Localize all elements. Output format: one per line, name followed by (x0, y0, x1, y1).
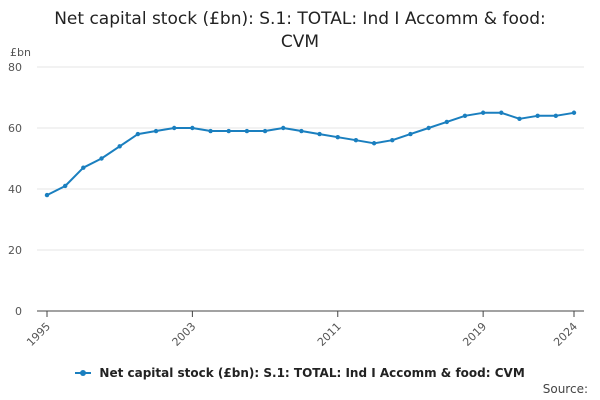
x-tick-label-2011: 2011 (315, 320, 344, 349)
data-point-2010 (317, 131, 322, 137)
data-point-2012 (353, 138, 359, 143)
chart-title-line-2: CVM (280, 32, 320, 52)
data-point-1997 (81, 165, 86, 170)
data-point-2022 (535, 113, 540, 119)
y-tick-label-0: 0 (15, 305, 22, 318)
x-tick-label-2003: 2003 (170, 320, 199, 349)
data-point-2016 (426, 125, 431, 131)
data-point-2020 (499, 110, 504, 115)
data-point-1999 (117, 144, 122, 149)
data-point-2021 (517, 116, 522, 122)
x-tick-label-2019: 2019 (460, 320, 489, 349)
data-point-2023 (553, 113, 559, 119)
y-tick-label-80: 80 (8, 61, 22, 74)
x-tick-label-2024: 2024 (551, 320, 580, 349)
data-point-2004 (208, 128, 213, 134)
data-point-2007 (262, 128, 268, 134)
data-point-2014 (390, 138, 395, 143)
data-point-2000 (135, 131, 141, 137)
data-point-2005 (226, 128, 231, 134)
data-point-1996 (62, 183, 68, 189)
legend[interactable]: Net capital stock (£bn): S.1: TOTAL: Ind… (0, 366, 600, 380)
data-point-2006 (244, 128, 250, 134)
data-point-2024 (571, 110, 577, 115)
chart-title-line-1: Net capital stock (£bn): S.1: TOTAL: Ind… (54, 9, 546, 29)
y-tick-label-60: 60 (8, 122, 22, 135)
data-point-2015 (408, 131, 413, 137)
data-point-2008 (281, 125, 286, 131)
y-tick-label-40: 40 (8, 183, 22, 196)
y-axis-label: £bn (10, 46, 31, 59)
data-point-2011 (335, 134, 340, 140)
data-point-2019 (480, 110, 486, 115)
data-point-2003 (190, 125, 195, 131)
data-point-2001 (153, 128, 159, 134)
legend-series-label: Net capital stock (£bn): S.1: TOTAL: Ind… (99, 366, 525, 380)
source-link[interactable]: Source: (542, 382, 588, 396)
data-point-2009 (299, 128, 304, 134)
data-point-2002 (172, 125, 177, 131)
data-point-2018 (462, 113, 468, 119)
y-tick-label-20: 20 (8, 244, 22, 257)
data-point-1995 (44, 192, 50, 198)
data-point-1998 (99, 156, 104, 161)
data-point-2013 (371, 141, 377, 146)
x-tick-label-1995: 1995 (24, 320, 53, 349)
data-point-2017 (444, 119, 449, 125)
chart-title: Net capital stock (£bn): S.1: TOTAL: Ind… (0, 8, 600, 54)
legend-series-marker (75, 369, 92, 376)
series-line-0 (46, 111, 575, 196)
